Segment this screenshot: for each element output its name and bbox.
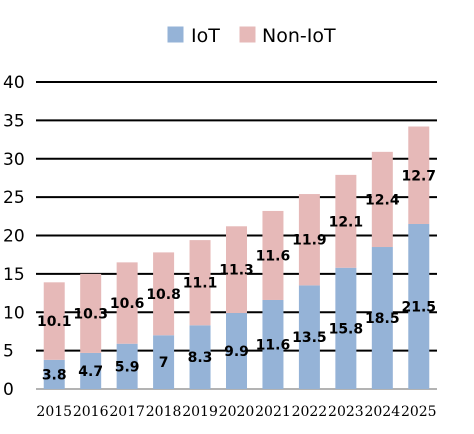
data-label-iot-2022: 13.5 [292, 330, 327, 346]
data-label-non-iot-2018: 10.8 [146, 287, 181, 303]
data-label-iot-2017: 5.9 [115, 359, 140, 375]
bars [43, 126, 430, 389]
bar-iot-2025 [408, 223, 430, 389]
data-label-iot-2016: 4.7 [78, 364, 103, 380]
x-tick-label: 2025 [401, 404, 437, 420]
data-label-iot-2020: 9.9 [224, 344, 249, 360]
data-label-iot-2019: 8.3 [188, 350, 213, 366]
data-label-non-iot-2016: 10.3 [73, 306, 108, 322]
x-tick-label: 2015 [36, 404, 72, 420]
data-label-non-iot-2015: 10.1 [37, 314, 72, 330]
x-tick-label: 2017 [109, 404, 145, 420]
data-label-non-iot-2023: 12.1 [329, 214, 364, 230]
x-tick-label: 2020 [219, 404, 255, 420]
data-label-non-iot-2019: 11.1 [183, 276, 218, 292]
y-tick-label: 40 [3, 73, 25, 93]
legend-swatch-non-iot [238, 25, 257, 44]
y-tick-label: 5 [3, 342, 14, 362]
data-label-non-iot-2024: 12.4 [365, 192, 400, 208]
bar-iot-2020 [226, 313, 247, 389]
data-label-non-iot-2025: 12.7 [401, 168, 436, 184]
bar-iot-2017 [116, 343, 138, 389]
legend-swatch-iot [166, 25, 185, 44]
bar-non-iot-2018 [153, 252, 175, 336]
bar-iot-2018 [153, 335, 175, 389]
legend: IoT Non-IoT [166, 25, 336, 47]
y-axis-ticks: 0 5 10 15 20 25 30 35 40 [3, 73, 25, 400]
bar-iot-2021 [262, 299, 284, 389]
y-tick-label: 35 [3, 111, 25, 131]
data-label-iot-2025: 21.5 [401, 299, 436, 315]
y-tick-label: 20 [3, 227, 25, 247]
bar-non-iot-2019 [189, 240, 211, 326]
data-label-iot-2018: 7 [159, 355, 169, 371]
data-label-non-iot-2020: 11.3 [219, 263, 254, 279]
bar-iot-2019 [189, 325, 211, 389]
bar-iot-2015 [43, 359, 65, 389]
x-tick-label: 2021 [255, 404, 291, 420]
bar-non-iot-2022 [298, 194, 320, 286]
x-tick-label: 2019 [182, 404, 218, 420]
bar-non-iot-2023 [335, 174, 357, 268]
data-label-non-iot-2021: 11.6 [256, 248, 291, 264]
y-tick-label: 30 [3, 150, 25, 170]
bar-non-iot-2016 [80, 273, 102, 353]
bar-non-iot-2021 [262, 210, 284, 300]
legend-label-non-iot: Non-IoT [262, 25, 336, 47]
x-axis-ticks: 2015 2016 2017 2018 2019 2020 2021 2022 2023 2024… [36, 404, 436, 420]
data-label-iot-2023: 15.8 [329, 321, 364, 337]
x-tick-label: 2018 [146, 404, 182, 420]
bar-non-iot-2024 [371, 151, 393, 248]
x-tick-label: 2024 [364, 404, 400, 420]
y-tick-label: 25 [3, 188, 25, 208]
bar-non-iot-2017 [116, 262, 138, 344]
bar-non-iot-2020 [226, 226, 247, 314]
x-tick-label: 2016 [73, 404, 109, 420]
bar-iot-2016 [80, 352, 102, 389]
bar-non-iot-2025 [408, 126, 430, 224]
bar-iot-2022 [298, 285, 320, 389]
x-tick-label: 2023 [328, 404, 364, 420]
bar-iot-2023 [335, 267, 357, 389]
data-label-iot-2021: 11.6 [256, 337, 291, 353]
bar-iot-2024 [371, 247, 393, 389]
bar-non-iot-2015 [43, 282, 65, 360]
y-tick-label: 15 [3, 265, 25, 285]
y-tick-label: 10 [3, 303, 25, 323]
x-tick-label: 2022 [292, 404, 328, 420]
y-tick-label: 0 [3, 380, 14, 400]
data-label-iot-2024: 18.5 [365, 311, 400, 327]
data-label-iot-2015: 3.8 [42, 367, 67, 383]
data-labels: 3.8 10.1 4.7 10.3 5.9 10.6 7 10.8 8.3 11.1 9.9 11.3… [37, 168, 436, 383]
data-label-non-iot-2022: 11.9 [292, 233, 327, 249]
legend-label-iot: IoT [191, 25, 220, 47]
data-label-non-iot-2017: 10.6 [110, 296, 145, 312]
